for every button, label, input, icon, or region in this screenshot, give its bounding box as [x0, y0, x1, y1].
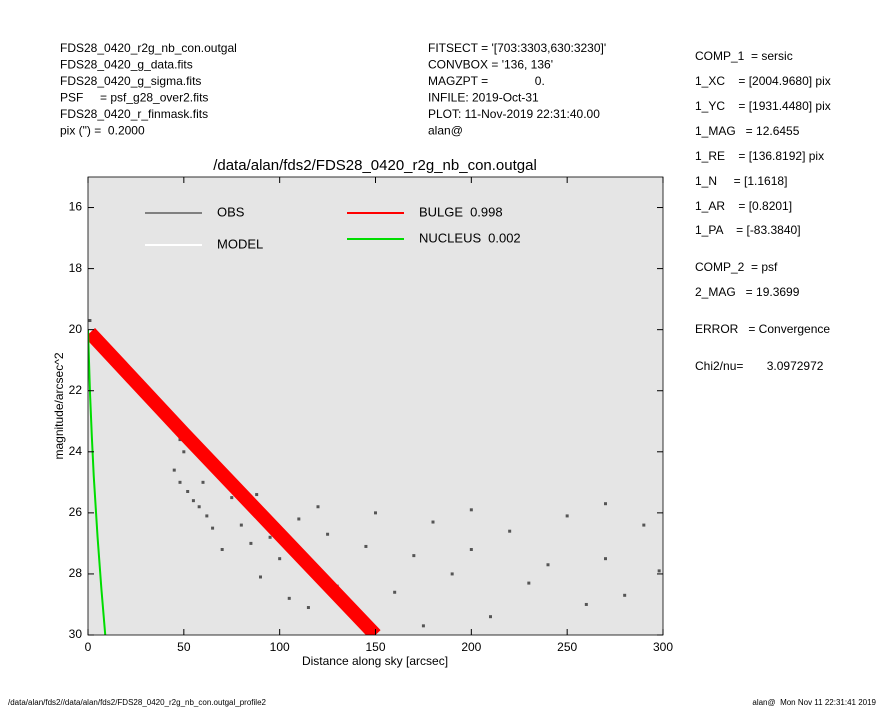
obs-point: [306, 606, 310, 610]
header-left-line: pix (") = 0.2000: [60, 124, 145, 138]
x-tick-label: 200: [461, 640, 481, 654]
obs-point: [393, 590, 397, 594]
header-middle-line: CONVBOX = '136, 136': [428, 58, 553, 72]
y-tick-label: 16: [69, 200, 83, 214]
obs-point: [527, 581, 531, 585]
obs-point: [316, 505, 320, 509]
obs-point: [584, 602, 588, 606]
fit-summary-line: 1_AR = [0.8201]: [695, 199, 792, 213]
legend-label: NUCLEUS: [419, 230, 481, 245]
legend-label: BULGE: [419, 204, 463, 219]
header-middle-line: PLOT: 11-Nov-2019 22:31:40.00: [428, 107, 600, 121]
plot-data: [88, 319, 661, 635]
y-tick-label: 20: [69, 322, 83, 336]
header-middle-line: FITSECT = '[703:3303,630:3230]': [428, 41, 606, 55]
obs-point: [191, 499, 195, 503]
header-left-line: FDS28_0420_r2g_nb_con.outgal: [60, 41, 237, 55]
obs-point: [178, 480, 182, 484]
series-line: [88, 329, 107, 635]
header-left-line: FDS28_0420_g_data.fits: [60, 58, 193, 72]
obs-point: [489, 615, 492, 619]
obs-point: [268, 535, 272, 539]
obs-point: [230, 496, 234, 500]
obs-point: [297, 517, 301, 521]
obs-point: [182, 450, 186, 454]
obs-point: [604, 502, 607, 506]
x-axis-label: Distance along sky [arcsec]: [302, 654, 448, 668]
chart-title: /data/alan/fds2/FDS28_0420_r2g_nb_con.ou…: [213, 157, 537, 174]
obs-point: [326, 532, 330, 536]
obs-point: [249, 541, 253, 545]
fit-summary-line: 1_XC = [2004.9680] pix: [695, 74, 831, 88]
x-tick-label: 50: [177, 640, 191, 654]
footer-left: /data/alan/fds2//data/alan/fds2/FDS28_04…: [8, 698, 267, 707]
header-middle-line: alan@: [428, 124, 463, 138]
x-tick-label: 150: [365, 640, 385, 654]
obs-point: [450, 572, 454, 576]
fit-summary-line: 1_YC = [1931.4480] pix: [695, 99, 831, 113]
obs-point: [508, 529, 512, 533]
obs-point: [374, 511, 377, 515]
y-axis-label: magnitude/arcsec^2: [52, 352, 66, 459]
fit-summary-line: COMP_2 = psf: [695, 260, 778, 274]
header-left-line: FDS28_0420_r_finmask.fits: [60, 107, 208, 121]
y-tick-label: 30: [69, 627, 83, 641]
fit-summary-line: 1_MAG = 12.6455: [695, 124, 800, 138]
y-tick-label: 26: [69, 505, 83, 519]
obs-point: [220, 548, 224, 552]
obs-point: [201, 480, 205, 484]
x-tick-label: 0: [85, 640, 92, 654]
obs-point: [565, 514, 569, 518]
obs-point: [412, 554, 416, 558]
obs-point: [205, 514, 209, 518]
fit-summary-line: 1_RE = [136.8192] pix: [695, 149, 824, 163]
fit-summary-line: 1_N = [1.1618]: [695, 174, 787, 188]
x-tick-label: 100: [270, 640, 290, 654]
obs-point: [255, 493, 259, 497]
obs-point: [623, 593, 627, 597]
legend-fraction: 0.998: [470, 204, 503, 219]
fit-summary-line: 2_MAG = 19.3699: [695, 285, 800, 299]
obs-point: [278, 557, 282, 561]
obs-point: [88, 319, 92, 323]
y-tick-label: 18: [69, 261, 83, 275]
footer-right: alan@ Mon Nov 11 22:31:41 2019: [752, 698, 876, 707]
obs-point: [546, 563, 550, 567]
header-middle-line: INFILE: 2019-Oct-31: [428, 91, 539, 105]
y-tick-label: 24: [69, 444, 83, 458]
obs-point: [469, 508, 473, 512]
fit-summary-line: 1_PA = [-83.3840]: [695, 223, 801, 237]
header-left-line: PSF = psf_g28_over2.fits: [60, 91, 208, 105]
x-tick-label: 250: [557, 640, 577, 654]
obs-point: [421, 624, 425, 628]
obs-point: [604, 557, 607, 561]
obs-point: [657, 569, 661, 573]
obs-point: [431, 520, 435, 524]
fit-summary-line: ERROR = Convergence: [695, 322, 830, 336]
legend-label: MODEL: [217, 236, 263, 251]
legend-label: OBS: [217, 204, 245, 219]
obs-point: [239, 523, 243, 527]
header-middle-line: MAGZPT = 0.: [428, 74, 545, 88]
series-line: [88, 327, 381, 635]
fit-summary-line: Chi2/nu= 3.0972972: [695, 359, 824, 373]
plot-background: [88, 177, 663, 635]
legend-fraction: 0.002: [488, 230, 521, 245]
obs-point: [186, 489, 190, 493]
obs-point: [172, 468, 176, 472]
y-tick-label: 28: [69, 566, 83, 580]
y-tick-label: 22: [69, 383, 83, 397]
header-left-line: FDS28_0420_g_sigma.fits: [60, 74, 201, 88]
obs-point: [287, 596, 291, 600]
obs-point: [364, 544, 368, 548]
obs-point: [642, 523, 646, 527]
obs-point: [197, 505, 201, 509]
fit-summary-line: COMP_1 = sersic: [695, 49, 793, 63]
obs-point: [259, 575, 262, 579]
obs-point: [469, 548, 473, 552]
x-tick-label: 300: [653, 640, 673, 654]
obs-point: [211, 526, 215, 530]
